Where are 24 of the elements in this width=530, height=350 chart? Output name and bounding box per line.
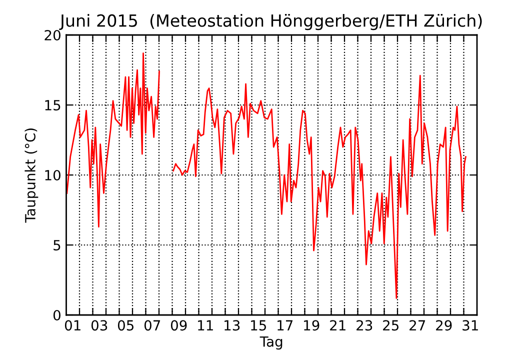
x-tick-label: 09 — [170, 320, 187, 331]
x-tick-label: 31 — [462, 320, 478, 331]
x-tick-label: 19 — [304, 320, 320, 331]
x-tick-label: 13 — [224, 320, 240, 331]
y-tick-label: 10 — [45, 170, 60, 180]
x-tick-label: 27 — [410, 320, 426, 330]
y-tick-label: 15 — [45, 100, 60, 110]
y-axis-title: Taupunkt (°C) — [24, 128, 38, 223]
x-tick-label: 15 — [251, 320, 266, 331]
x-tick-label: 03 — [91, 320, 108, 331]
x-tick-label: 21 — [330, 320, 346, 330]
chart-title: Juni 2015 (Meteostation Hönggerberg/ETH Zürich) — [59, 14, 482, 30]
x-tick-label: 23 — [356, 320, 372, 331]
x-tick-label: 29 — [436, 320, 452, 331]
y-tick-label: 20 — [44, 30, 60, 40]
y-tick-label: 0 — [53, 310, 60, 320]
x-tick-label: 05 — [118, 320, 134, 331]
x-tick-label: 07 — [144, 320, 160, 331]
x-tick-label: 17 — [278, 320, 293, 330]
x-tick-label: 25 — [383, 320, 398, 331]
x-tick-label: 11 — [198, 320, 213, 330]
x-axis-title: Tag — [260, 336, 282, 350]
y-tick-label: 5 — [54, 240, 60, 250]
x-tick-label: 01 — [64, 320, 80, 331]
